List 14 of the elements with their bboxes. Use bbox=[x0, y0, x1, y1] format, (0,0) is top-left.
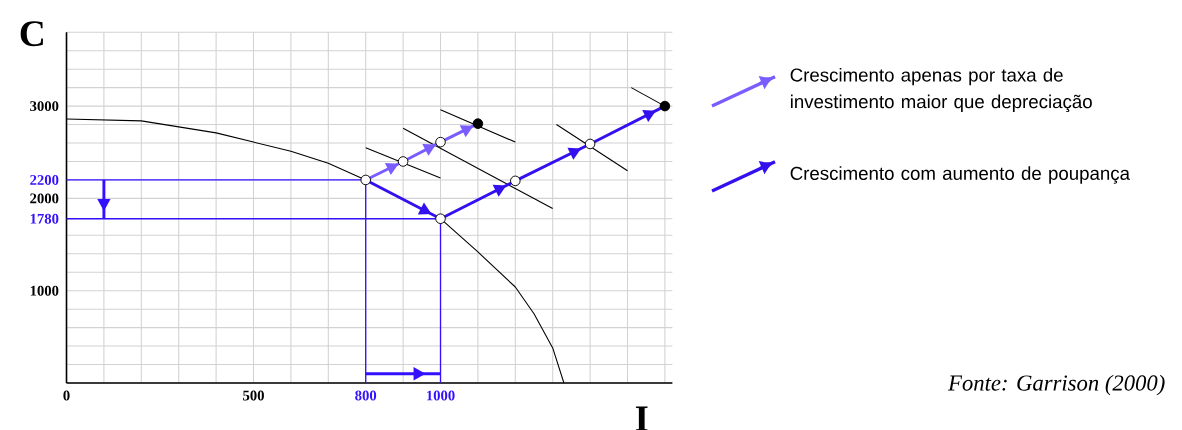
legend-label: Crescimento apenas por taxa de investimento maior que depreciação bbox=[790, 67, 1092, 113]
x-tick-label: 0 bbox=[63, 390, 70, 401]
x-tick-label: 800 bbox=[355, 390, 377, 401]
y-tick-label: 3000 bbox=[30, 101, 59, 112]
y-axis-title: C bbox=[20, 21, 43, 47]
y-tick-label: 2200 bbox=[30, 175, 59, 185]
legend-label: Crescimento com aumento de poupança bbox=[790, 166, 1130, 184]
source-note: Fonte: Garrison (2000) bbox=[947, 374, 1165, 396]
y-tick-label: 1780 bbox=[30, 213, 59, 224]
y-tick-label: 1000 bbox=[30, 285, 59, 296]
x-tick-label: 1000 bbox=[427, 390, 455, 401]
x-tick-label: 500 bbox=[243, 390, 264, 401]
y-tick-label: 2000 bbox=[30, 193, 59, 204]
x-axis-title: I bbox=[635, 406, 648, 430]
